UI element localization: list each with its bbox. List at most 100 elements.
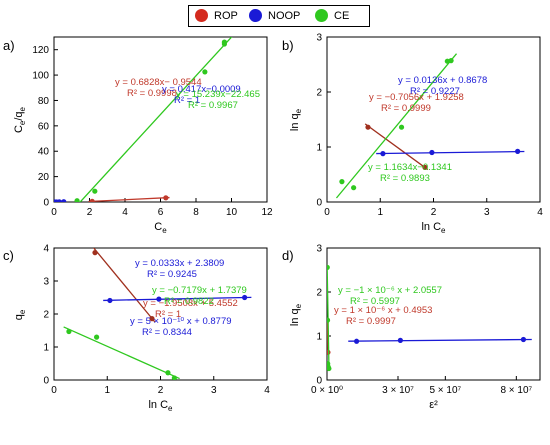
r-squared-noop: R² = 0.8344 <box>142 327 192 338</box>
r-squared-rop: R² = 0.9998 <box>127 88 177 99</box>
x-tick-label: 4 <box>264 385 270 396</box>
data-point-rop <box>149 316 155 322</box>
data-point-ce <box>448 58 454 64</box>
x-tick-label: 10 <box>226 207 238 218</box>
r-squared-rop: R² = 1 <box>155 309 181 320</box>
data-point-ce <box>221 39 227 45</box>
legend-item-rop: ROP <box>195 9 238 22</box>
y-tick-label: 0 <box>43 198 49 209</box>
equation-ce: y = 15.239x−22.465 <box>176 89 260 100</box>
x-axis-label: Ce <box>154 221 167 235</box>
r-squared-ce: R² = 0.5997 <box>350 296 400 307</box>
y-axis-label: qe <box>13 309 27 320</box>
x-tick-label: 8 × 10⁷ <box>500 385 532 396</box>
data-point-ce <box>66 328 72 335</box>
y-tick-label: 3 <box>43 277 49 288</box>
x-tick-label: 6 <box>158 207 164 218</box>
fit-line-ce <box>63 326 180 380</box>
data-point-noop <box>397 337 403 343</box>
r-squared-rop: R² = 0.9997 <box>346 316 396 327</box>
equation-noop: y = 0.417x−0.0009 <box>162 84 241 95</box>
y-tick-label: 4 <box>43 244 49 255</box>
r-squared-ce: R² = 0.9822 <box>164 296 214 307</box>
equation-noop: y = 5 × 10⁻¹⁰ x + 0.8779 <box>130 316 232 327</box>
data-point-noop <box>156 296 162 302</box>
y-tick-label: 120 <box>32 45 49 56</box>
plot-frame-4 <box>326 247 541 381</box>
data-point-rop <box>163 195 169 201</box>
fit-line-rop <box>88 196 170 202</box>
equation-noop: y = 0.0333x + 2.3809 <box>135 258 224 269</box>
data-point-ce <box>327 264 330 270</box>
data-point-ce <box>74 198 80 202</box>
data-point-ce <box>171 375 177 380</box>
x-tick-label: 0 × 10⁰ <box>311 385 343 396</box>
x-tick-label: 0 <box>51 207 57 218</box>
y-tick-label: 40 <box>38 147 50 158</box>
panel-label: a) <box>3 38 15 53</box>
chart-legend: ROP NOOP CE <box>188 5 370 27</box>
equation-noop: y = 0.0136x + 0.8678 <box>398 75 487 86</box>
x-tick-label: 3 × 10⁷ <box>382 385 414 396</box>
legend-marker-rop <box>195 9 208 22</box>
panel-label: b) <box>282 38 294 53</box>
y-axis-label: Ce/qe <box>13 106 27 133</box>
data-point-noop <box>61 199 67 202</box>
fit-line-rop <box>364 123 429 171</box>
x-tick-label: 2 <box>87 207 93 218</box>
legend-item-noop: NOOP <box>249 9 300 22</box>
x-tick-label: 8 <box>193 207 199 218</box>
data-point-noop <box>515 148 521 154</box>
x-tick-label: 4 <box>122 207 128 218</box>
x-tick-label: 3 <box>211 385 217 396</box>
x-tick-label: 1 <box>104 385 110 396</box>
x-tick-label: 0 <box>51 385 57 396</box>
data-point-ce <box>92 188 98 194</box>
x-tick-label: 3 <box>484 207 490 218</box>
legend-label-ce: CE <box>334 9 350 22</box>
data-point-ce <box>327 365 332 372</box>
data-point-noop <box>242 294 248 301</box>
data-point-noop <box>107 297 113 304</box>
data-point-noop <box>56 199 62 202</box>
x-tick-label: 1 <box>377 207 383 218</box>
fit-line-noop <box>103 296 252 302</box>
x-tick-label: 0 <box>324 207 330 218</box>
r-squared-ce: R² = 0.9967 <box>188 100 238 111</box>
x-tick-label: 2 <box>158 385 164 396</box>
r-squared-rop: R² = 0.9999 <box>381 103 431 114</box>
y-tick-label: 1 <box>316 332 322 343</box>
y-tick-label: 1 <box>43 343 49 354</box>
r-squared-noop: R² = 0.9245 <box>147 269 197 280</box>
y-tick-label: 0 <box>43 376 49 387</box>
y-tick-label: 80 <box>38 96 50 107</box>
y-tick-label: 20 <box>38 172 50 183</box>
data-point-noop <box>429 149 435 156</box>
fit-line-rop <box>327 320 329 353</box>
equation-ce: y = 1.1634x−0.1341 <box>368 162 452 173</box>
y-tick-label: 100 <box>32 71 49 82</box>
legend-label-rop: ROP <box>214 9 238 22</box>
data-point-ce <box>94 334 100 340</box>
x-axis-label: ln Ce <box>421 221 446 235</box>
data-point-noop <box>380 151 386 157</box>
data-point-ce <box>202 69 208 75</box>
data-point-rop <box>92 250 98 256</box>
x-tick-label: 2 <box>431 207 437 218</box>
x-axis-label: ε² <box>429 399 438 411</box>
legend-marker-noop <box>249 9 262 22</box>
y-tick-label: 2 <box>316 88 322 99</box>
data-point-rop <box>327 349 331 355</box>
equation-rop: y = −0.7056x + 1.9258 <box>369 92 464 103</box>
y-tick-label: 1 <box>316 143 322 154</box>
x-tick-label: 12 <box>261 207 273 218</box>
y-tick-label: 2 <box>43 310 49 321</box>
data-point-rop <box>422 164 428 170</box>
panel-label: c) <box>3 248 14 263</box>
fit-line-ce <box>335 53 458 199</box>
data-point-ce <box>339 179 345 185</box>
legend-marker-ce <box>315 9 328 22</box>
r-squared-ce: R² = 0.9893 <box>380 173 430 184</box>
panel-label: d) <box>282 248 294 263</box>
